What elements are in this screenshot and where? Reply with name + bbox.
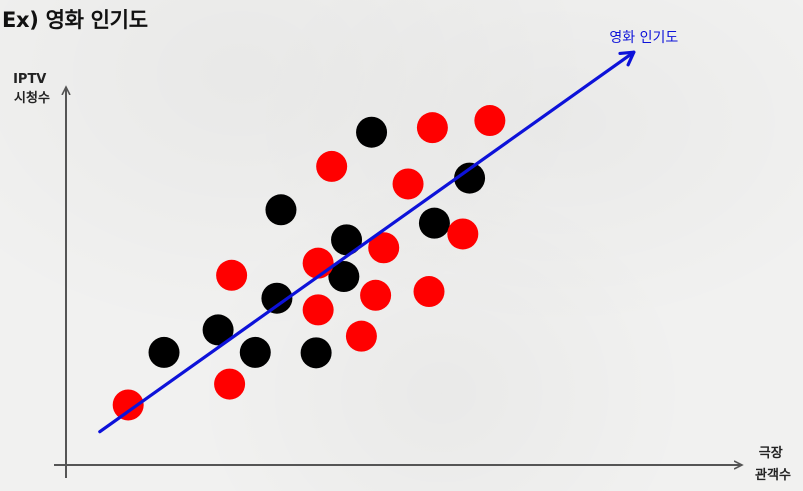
black-data-point — [265, 194, 297, 226]
trend-arrow — [98, 50, 636, 434]
black-data-point — [148, 336, 180, 368]
red-data-point — [345, 320, 377, 352]
black-data-point — [328, 261, 360, 293]
red-data-point — [416, 112, 448, 144]
black-data-point — [261, 282, 293, 314]
trend-label: 영화 인기도 — [609, 30, 678, 46]
red-data-point — [413, 276, 445, 308]
black-data-point — [356, 116, 388, 148]
red-data-point — [447, 218, 479, 250]
y-axis-label: IPTV 시청수 — [13, 72, 51, 106]
black-data-point — [331, 224, 363, 256]
red-data-point — [316, 150, 348, 182]
red-data-point — [360, 279, 392, 311]
red-data-point — [302, 247, 334, 279]
black-data-point — [300, 337, 332, 369]
red-data-point — [392, 168, 424, 200]
black-data-point — [202, 314, 234, 346]
black-data-point — [454, 162, 486, 194]
x-axis-label: 극장 관객수 — [755, 445, 791, 483]
red-data-point — [302, 294, 334, 326]
black-data-point — [239, 336, 271, 368]
red-data-point — [214, 368, 246, 400]
black-data-point — [418, 207, 450, 239]
red-data-point — [368, 232, 400, 264]
slide-title: Ex) 영화 인기도 — [2, 8, 148, 32]
data-points — [112, 105, 506, 421]
red-data-point — [216, 259, 248, 291]
red-data-point — [474, 105, 506, 137]
red-data-point — [112, 389, 144, 421]
